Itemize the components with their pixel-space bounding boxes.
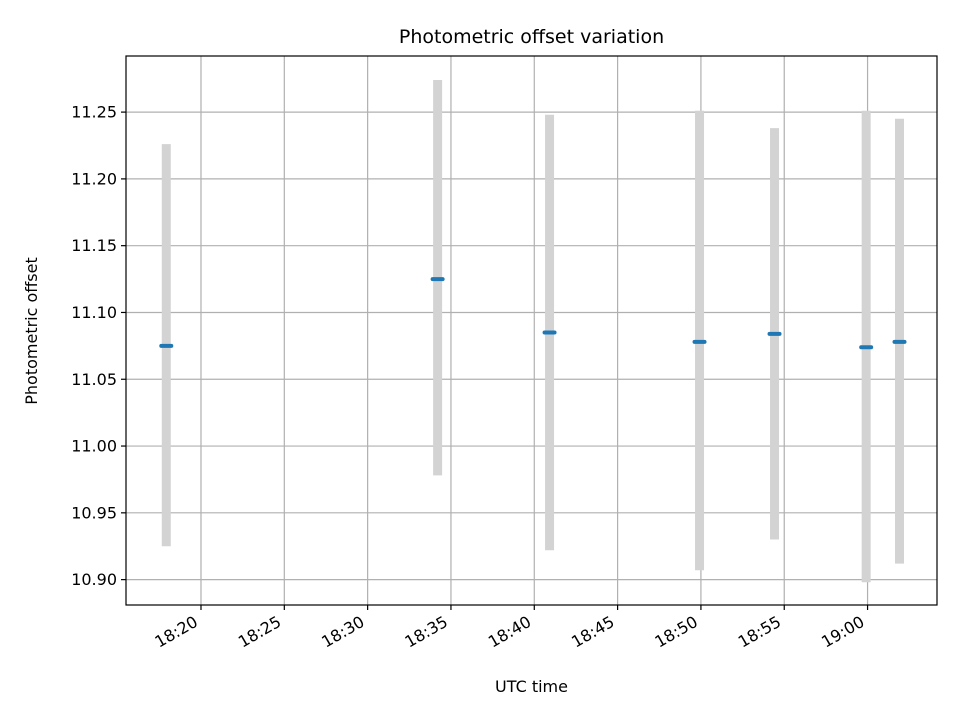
y-tick-label: 11.05 xyxy=(71,370,117,389)
y-axis-title: Photometric offset xyxy=(22,257,41,405)
y-tick-label: 11.00 xyxy=(71,437,117,456)
y-tick-label: 11.25 xyxy=(71,103,117,122)
y-tick-label: 11.20 xyxy=(71,169,117,188)
y-tick-label: 10.95 xyxy=(71,503,117,522)
plot-area-frame xyxy=(125,55,938,606)
y-tick-label: 11.15 xyxy=(71,236,117,255)
y-tick-label: 11.10 xyxy=(71,303,117,322)
grid xyxy=(126,56,937,605)
chart-title: Photometric offset variation xyxy=(399,26,664,48)
data-markers xyxy=(159,277,907,350)
y-tick-label: 10.90 xyxy=(71,570,117,589)
x-axis-title: UTC time xyxy=(495,677,568,696)
y-axis: 10.90 10.95 11.00 11.05 11.10 11.15 11.20 11.25 xyxy=(71,103,126,589)
